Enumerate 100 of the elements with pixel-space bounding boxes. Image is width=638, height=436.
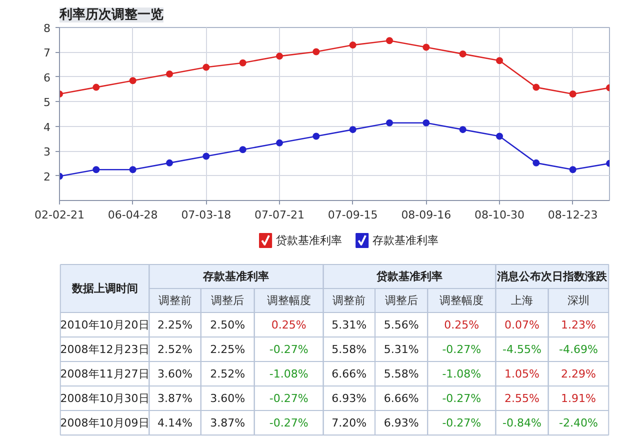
x-tick-label: 07-03-18 (181, 208, 232, 222)
y-tick-label: 8 (44, 22, 50, 35)
point (532, 159, 540, 166)
text: 2.55% (504, 392, 540, 405)
text: 存款基准利率 (202, 270, 270, 283)
text: -4.55% (502, 342, 542, 356)
point (422, 119, 430, 126)
text: 1.23% (560, 318, 596, 332)
point (129, 77, 136, 84)
text: 消息公布次日指数涨跌 (496, 270, 608, 283)
point (239, 59, 246, 66)
point (312, 132, 320, 140)
point (569, 166, 576, 174)
point (166, 70, 173, 78)
point (129, 166, 136, 174)
text: 2.52% (158, 342, 192, 356)
text: -0.27% (269, 416, 308, 430)
x-tick-label: 08-09-16 (401, 208, 452, 222)
y-tick-label: 6 (44, 71, 50, 84)
y-tick-label: 7 (44, 46, 50, 60)
text: 2.50% (210, 318, 246, 332)
point (166, 159, 173, 166)
point (202, 152, 210, 160)
point (386, 119, 393, 126)
text: 5.58% (332, 342, 367, 356)
point (496, 57, 503, 64)
text: 0.25% (444, 318, 480, 332)
text: 5.56% (384, 318, 419, 332)
legend-label: 存款基准利率 (372, 234, 438, 247)
text: -1.08% (442, 367, 482, 380)
text: 3.60% (210, 392, 246, 405)
legend-label: 贷款基准利率 (276, 234, 342, 247)
chart-title: 利率历次调整一览 (58, 6, 164, 22)
text: -0.27% (442, 392, 482, 405)
point (532, 84, 540, 91)
text: 2010年10月20日 (60, 318, 150, 332)
text: -0.27% (269, 392, 308, 405)
y-tick-label: 5 (44, 96, 50, 110)
text: -4.69% (559, 342, 598, 356)
point (349, 126, 356, 134)
text: 0.07% (504, 318, 540, 332)
text: 5.31% (384, 342, 419, 356)
text: 3.87% (158, 392, 192, 405)
text: 6.93% (384, 416, 419, 430)
text: 1.91% (560, 392, 596, 405)
point (569, 90, 576, 98)
x-tick-label: 02-02-21 (34, 208, 84, 222)
text: 0.25% (271, 318, 306, 332)
text: 4.14% (158, 416, 192, 430)
text: 2008年11月27日 (60, 367, 150, 380)
text: -2.40% (559, 416, 598, 430)
text: 6.66% (332, 367, 367, 380)
text: 调整幅度 (440, 294, 484, 307)
point (92, 84, 100, 91)
text: 调整前 (332, 294, 366, 307)
text: 3.60% (158, 367, 192, 380)
point (92, 166, 100, 174)
point (239, 146, 246, 154)
text: 6.93% (332, 392, 367, 405)
text: 2.29% (560, 367, 596, 380)
text: 2.52% (210, 367, 246, 380)
point (276, 139, 283, 146)
y-tick-label: 2 (44, 170, 50, 184)
text: 3.87% (210, 416, 246, 430)
text: 5.31% (332, 318, 367, 332)
text: 调整后 (211, 294, 244, 307)
text: -0.27% (269, 342, 308, 356)
text: -0.27% (442, 342, 482, 356)
text: 调整幅度 (266, 294, 311, 307)
x-tick-label: 06-04-28 (108, 208, 158, 222)
point (386, 37, 393, 44)
point (276, 52, 283, 60)
point (496, 132, 503, 140)
text: 调整前 (158, 294, 192, 307)
x-tick-label: 08-10-30 (474, 208, 524, 222)
text: 6.66% (384, 392, 419, 405)
y-tick-label: 3 (44, 146, 50, 159)
text: 5.58% (384, 367, 419, 380)
text: -0.27% (442, 416, 482, 430)
text: 数据上调时间 (70, 282, 138, 295)
text: 2.25% (210, 342, 246, 356)
text: 2008年10月30日 (60, 392, 150, 405)
text: 2.25% (158, 318, 192, 332)
text: 7.20% (332, 416, 367, 430)
point (422, 44, 430, 51)
y-tick-label: 4 (44, 120, 50, 134)
text: 1.05% (504, 367, 540, 380)
text: 深圳 (567, 294, 590, 307)
text: 2008年12月23日 (60, 342, 150, 356)
point (459, 126, 466, 134)
text: -1.08% (269, 367, 308, 380)
x-tick-label: 08-12-23 (548, 208, 598, 222)
x-tick-label: 07-09-15 (328, 208, 378, 222)
text: 贷款基准利率 (376, 270, 442, 283)
text: 调整后 (384, 294, 418, 307)
text: -0.84% (502, 416, 542, 430)
text: 上海 (511, 294, 533, 307)
text: 2008年10月09日 (60, 416, 150, 430)
point (349, 42, 356, 49)
point (312, 48, 320, 56)
